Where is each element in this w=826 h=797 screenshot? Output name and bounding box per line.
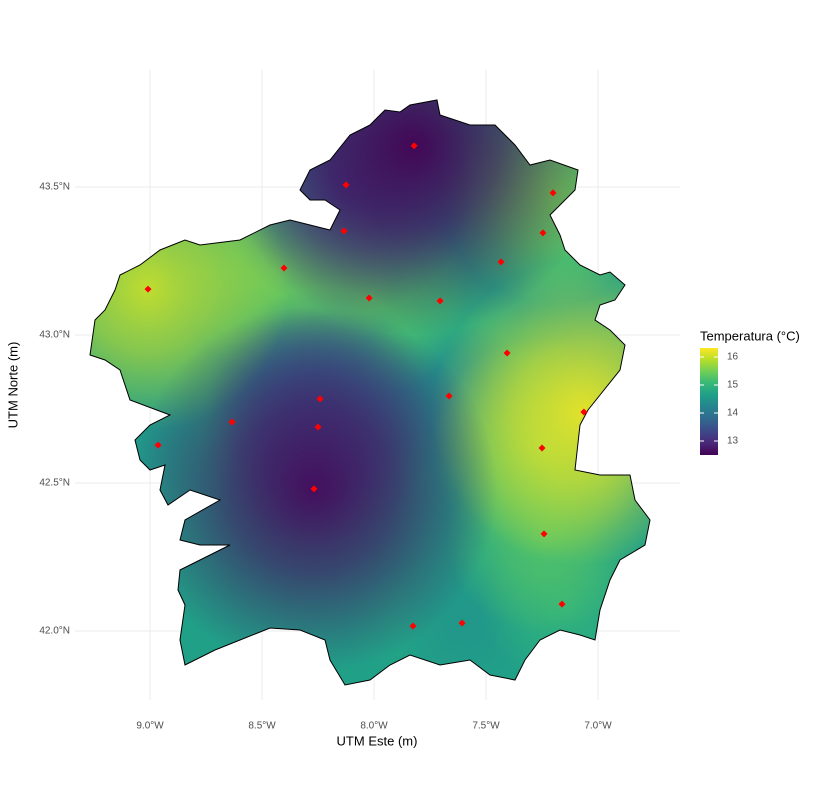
station-point <box>144 285 152 293</box>
station-point <box>549 189 557 197</box>
station-point <box>228 418 236 426</box>
x-axis-title: UTM Este (m) <box>337 733 418 748</box>
station-layer <box>144 142 588 630</box>
station-point <box>497 258 505 266</box>
station-point <box>538 444 546 452</box>
station-point <box>154 441 162 449</box>
station-point <box>314 423 322 431</box>
x-tick-label: 7.0°W <box>584 721 612 732</box>
station-point <box>503 349 511 357</box>
colorbar <box>700 348 718 455</box>
station-point <box>539 229 547 237</box>
y-axis-title: UTM Norte (m) <box>5 342 20 429</box>
colorbar-label: 16 <box>727 352 739 363</box>
station-point <box>436 297 444 305</box>
station-point <box>316 395 324 403</box>
temperature-field <box>90 100 650 685</box>
x-tick-label: 7.5°W <box>472 721 500 732</box>
station-point <box>310 485 318 493</box>
legend-title: Temperatura (°C) <box>700 328 800 343</box>
station-point <box>280 264 288 272</box>
y-tick-label: 42.5°N <box>39 478 70 489</box>
y-tick-label: 43.0°N <box>39 330 70 341</box>
station-point <box>540 530 548 538</box>
station-point <box>458 619 466 627</box>
colorbar-label: 13 <box>727 436 739 447</box>
y-tick-label: 43.5°N <box>39 182 70 193</box>
station-point <box>340 227 348 235</box>
colorbar-label: 15 <box>727 380 739 391</box>
x-tick-label: 9.0°W <box>136 721 164 732</box>
colorbar-label: 14 <box>727 408 739 419</box>
station-point <box>365 294 373 302</box>
y-tick-label: 42.0°N <box>39 626 70 637</box>
galicia-outline <box>89 99 651 686</box>
station-point <box>558 600 566 608</box>
x-tick-label: 8.5°W <box>248 721 276 732</box>
legend: 13 14 15 16 <box>700 348 739 455</box>
station-point <box>580 408 588 416</box>
station-point <box>342 181 350 189</box>
station-point <box>445 392 453 400</box>
station-point <box>409 622 417 630</box>
station-point <box>410 142 418 150</box>
x-tick-label: 8.0°W <box>360 721 388 732</box>
